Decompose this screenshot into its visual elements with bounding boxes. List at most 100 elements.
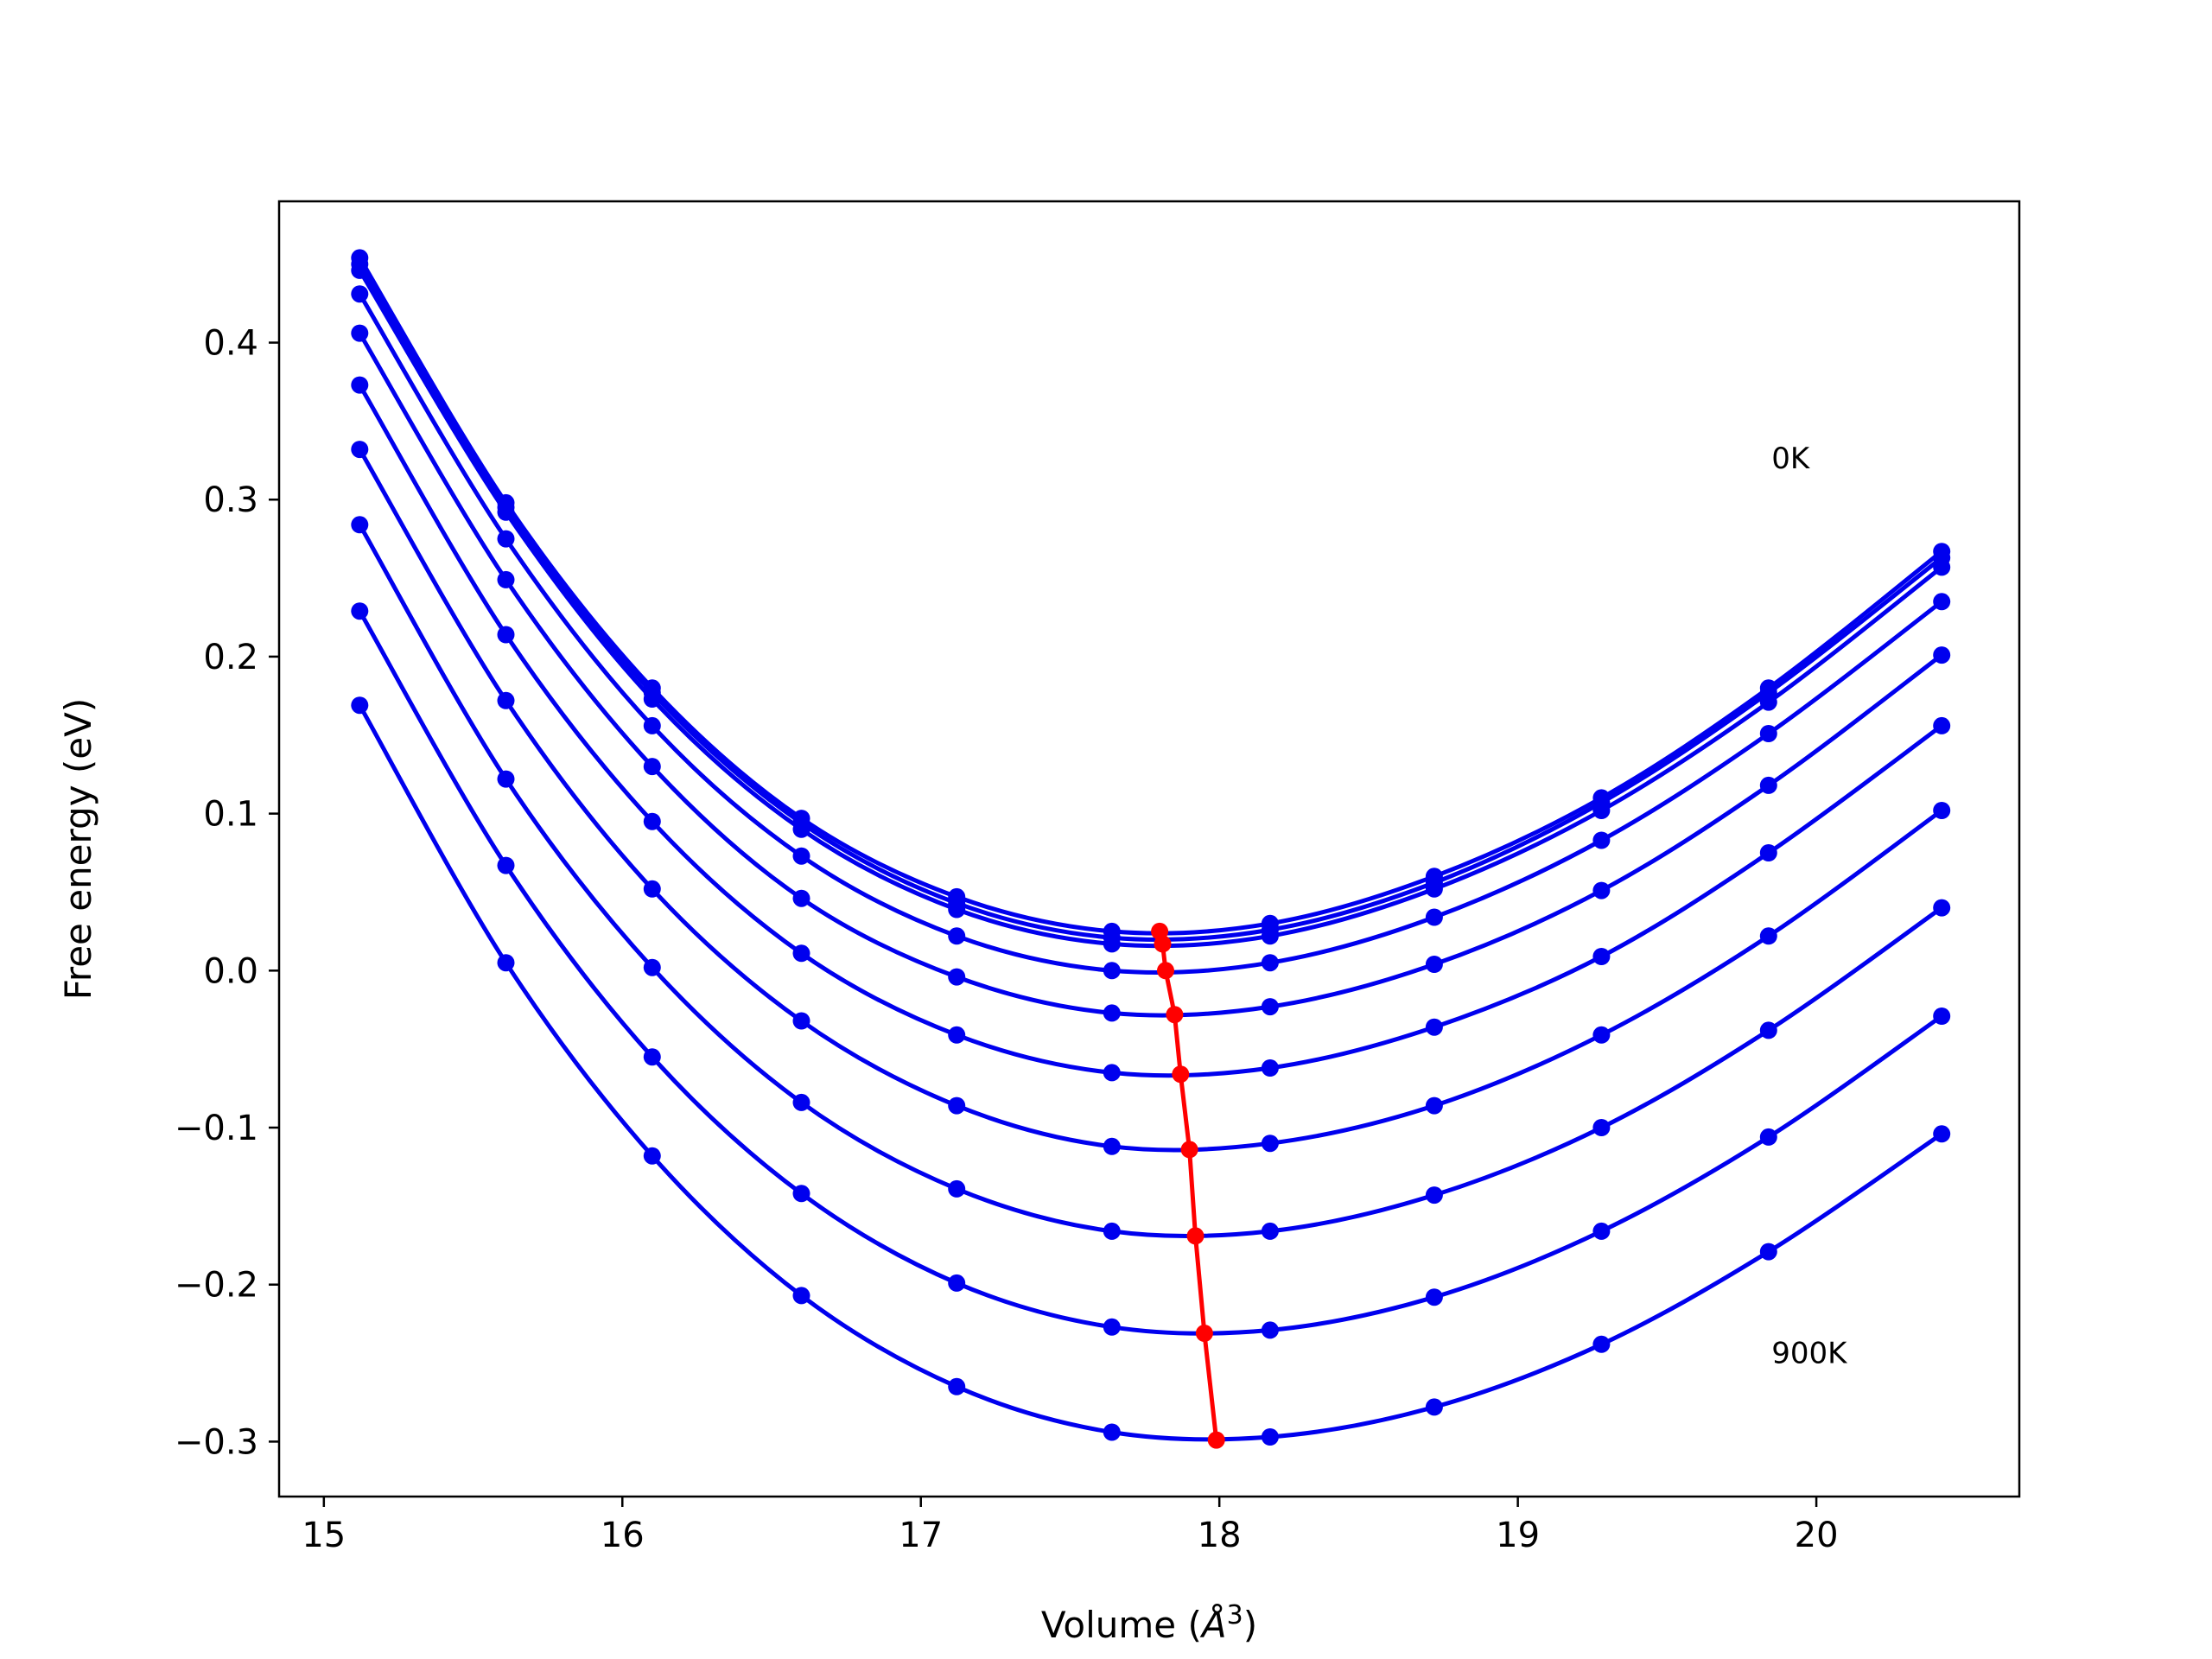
data-point — [1933, 802, 1951, 819]
data-point — [643, 758, 661, 776]
data-point — [792, 847, 810, 865]
y-tick-label: 0.3 — [203, 480, 258, 520]
data-point — [1261, 954, 1279, 972]
data-point — [1103, 1004, 1121, 1022]
x-tick-label: 19 — [1496, 1516, 1540, 1555]
data-point — [948, 927, 966, 945]
data-point — [497, 503, 515, 521]
data-point — [1933, 716, 1951, 734]
data-point — [792, 820, 810, 838]
x-tick-label: 15 — [302, 1516, 346, 1555]
series-line-3 — [358, 292, 1943, 976]
data-point — [497, 691, 515, 709]
data-point — [1933, 1007, 1951, 1025]
minimum-point — [1180, 1141, 1198, 1159]
data-point — [643, 1147, 661, 1165]
data-point — [948, 1096, 966, 1115]
data-point — [1103, 1222, 1121, 1240]
y-axis-ticks: −0.3 −0.2 −0.1 0.0 0.1 0.2 0.3 0.4 — [175, 324, 279, 1462]
minimum-point — [1195, 1325, 1213, 1342]
data-point — [1425, 1096, 1443, 1115]
minimum-point — [1166, 1006, 1184, 1024]
data-point — [948, 1274, 966, 1292]
data-point — [351, 324, 369, 342]
data-point — [351, 441, 369, 459]
x-tick-label: 16 — [601, 1516, 645, 1555]
series-2 — [351, 261, 1951, 953]
minimum-point — [1172, 1065, 1190, 1084]
data-point — [1759, 1128, 1777, 1146]
x-axis-label-symbol: Å — [1199, 1603, 1227, 1646]
data-point — [948, 1179, 966, 1198]
y-tick-label: 0.4 — [203, 324, 258, 364]
data-point — [1933, 593, 1951, 611]
x-tick-label: 18 — [1198, 1516, 1242, 1555]
data-point — [1759, 1243, 1777, 1261]
series-5 — [351, 376, 1951, 1082]
data-point — [351, 376, 369, 394]
x-axis-label: Volume (Å3) — [1041, 1600, 1257, 1646]
series-line-1 — [358, 263, 1943, 942]
data-point — [643, 716, 661, 734]
data-point — [792, 1012, 810, 1030]
y-tick-label: −0.1 — [175, 1109, 258, 1148]
annotation-label: 900K — [1771, 1337, 1848, 1371]
minimum-point — [1186, 1227, 1205, 1245]
data-point — [643, 1048, 661, 1066]
data-point — [1261, 1222, 1279, 1240]
data-point — [497, 530, 515, 548]
data-point — [1759, 1021, 1777, 1039]
data-point — [643, 880, 661, 898]
y-tick-label: 0.0 — [203, 951, 258, 991]
data-point — [792, 1287, 810, 1305]
y-tick-label: 0.1 — [203, 795, 258, 835]
data-point — [1759, 844, 1777, 861]
data-point — [1425, 1018, 1443, 1036]
minimum-point — [1207, 1431, 1225, 1449]
data-point — [1103, 962, 1121, 980]
data-point — [1261, 1059, 1279, 1077]
series-line-5 — [358, 384, 1943, 1078]
data-point — [1103, 935, 1121, 953]
data-point — [1425, 880, 1443, 898]
minimum-point — [1154, 935, 1172, 953]
data-point — [351, 602, 369, 620]
annotation-label: 0K — [1771, 442, 1811, 476]
data-point — [1759, 927, 1777, 945]
data-point — [1759, 776, 1777, 794]
data-point — [1933, 558, 1951, 576]
series-4 — [351, 324, 1951, 1022]
series-3 — [351, 285, 1951, 980]
data-point — [1592, 1335, 1611, 1353]
data-point — [1261, 1428, 1279, 1446]
data-point — [792, 1093, 810, 1111]
data-point — [643, 690, 661, 708]
x-tick-label: 17 — [899, 1516, 943, 1555]
data-point — [1592, 948, 1611, 965]
series-line-9 — [358, 703, 1943, 1442]
data-point — [1103, 1137, 1121, 1155]
series-line-7 — [358, 524, 1943, 1239]
data-point — [497, 770, 515, 788]
y-tick-label: −0.3 — [175, 1422, 258, 1462]
data-point — [1103, 1423, 1121, 1441]
data-point — [1759, 725, 1777, 742]
x-axis-ticks: 15 16 17 18 19 20 — [302, 1497, 1839, 1555]
series-line-6 — [358, 448, 1943, 1153]
data-point — [1425, 908, 1443, 926]
y-tick-label: −0.2 — [175, 1266, 258, 1306]
data-point — [351, 696, 369, 715]
data-point — [1425, 956, 1443, 973]
data-point — [497, 856, 515, 874]
data-point — [1933, 1125, 1951, 1143]
data-point — [1261, 1135, 1279, 1153]
y-axis-label: Free energy (eV) — [57, 698, 99, 1001]
data-point — [1933, 646, 1951, 664]
series-9 — [351, 696, 1951, 1446]
series-line-8 — [358, 609, 1943, 1336]
data-point — [1592, 831, 1611, 849]
data-point — [792, 889, 810, 907]
x-axis-label-exponent: 3 — [1227, 1600, 1243, 1630]
